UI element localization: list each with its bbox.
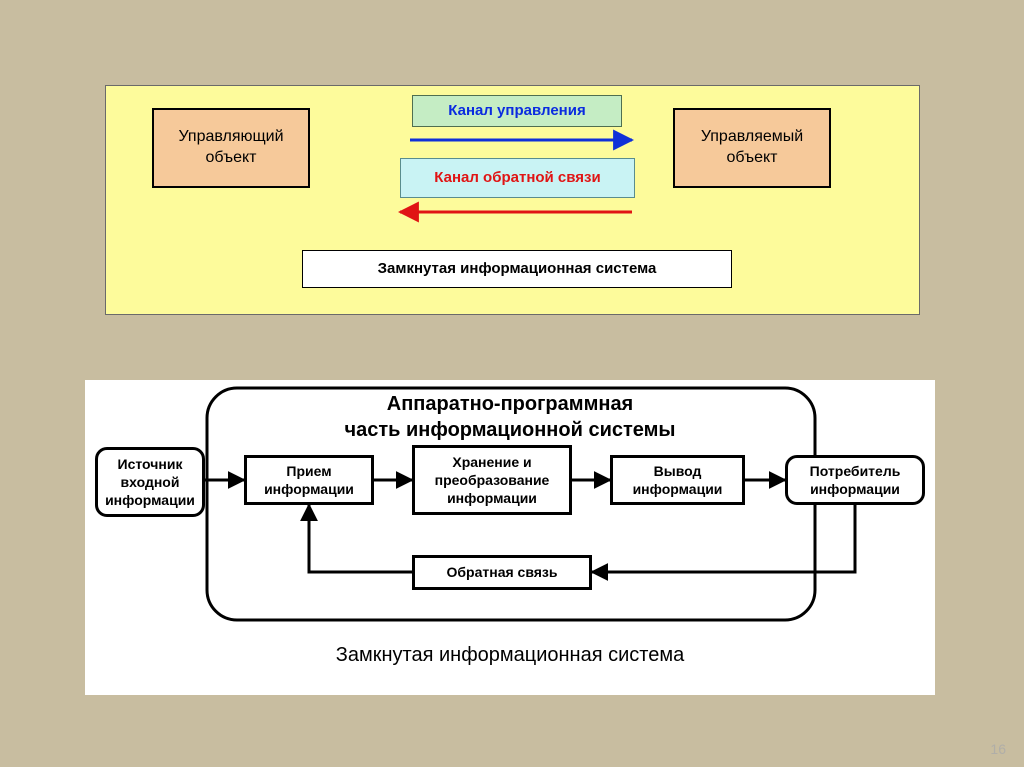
store-line2: преобразование <box>435 471 550 489</box>
store-transform-box: Хранение и преобразование информации <box>412 445 572 515</box>
page-number: 16 <box>990 741 1006 757</box>
receive-line1: Прием <box>286 462 331 480</box>
controlled-object-line1: Управляемый <box>701 127 803 148</box>
controlled-object-line2: объект <box>727 148 778 169</box>
closed-system-caption-box: Замкнутая информационная система <box>302 250 732 288</box>
output-line2: информации <box>633 480 723 498</box>
hw-sw-title-line2: часть информационной системы <box>344 417 675 443</box>
feedback-channel-label: Канал обратной связи <box>434 168 600 188</box>
consumer-info-box: Потребитель информации <box>785 455 925 505</box>
feedback-label: Обратная связь <box>447 563 558 581</box>
consumer-line2: информации <box>810 480 900 498</box>
feedback-channel-box: Канал обратной связи <box>400 158 635 198</box>
store-line1: Хранение и <box>452 453 531 471</box>
controlling-object-line1: Управляющий <box>178 127 283 148</box>
receive-line2: информации <box>264 480 354 498</box>
hardware-software-title: Аппаратно-программная часть информационн… <box>290 392 730 442</box>
bottom-caption: Замкнутая информационная система <box>260 640 760 670</box>
control-channel-label: Канал управления <box>448 101 585 121</box>
source-line1: Источник <box>118 455 183 473</box>
source-line2: входной <box>121 473 180 491</box>
closed-system-caption-label: Замкнутая информационная система <box>378 259 657 279</box>
output-line1: Вывод <box>654 462 702 480</box>
output-info-box: Вывод информации <box>610 455 745 505</box>
feedback-box: Обратная связь <box>412 555 592 590</box>
receive-info-box: Прием информации <box>244 455 374 505</box>
controlled-object-box: Управляемый объект <box>673 108 831 188</box>
bottom-caption-text: Замкнутая информационная система <box>336 642 684 668</box>
store-line3: информации <box>447 489 537 507</box>
control-channel-box: Канал управления <box>412 95 622 127</box>
source-info-box: Источник входной информации <box>95 447 205 517</box>
hw-sw-title-line1: Аппаратно-программная <box>387 391 633 417</box>
source-line3: информации <box>105 491 195 509</box>
controlling-object-box: Управляющий объект <box>152 108 310 188</box>
consumer-line1: Потребитель <box>810 462 901 480</box>
controlling-object-line2: объект <box>206 148 257 169</box>
